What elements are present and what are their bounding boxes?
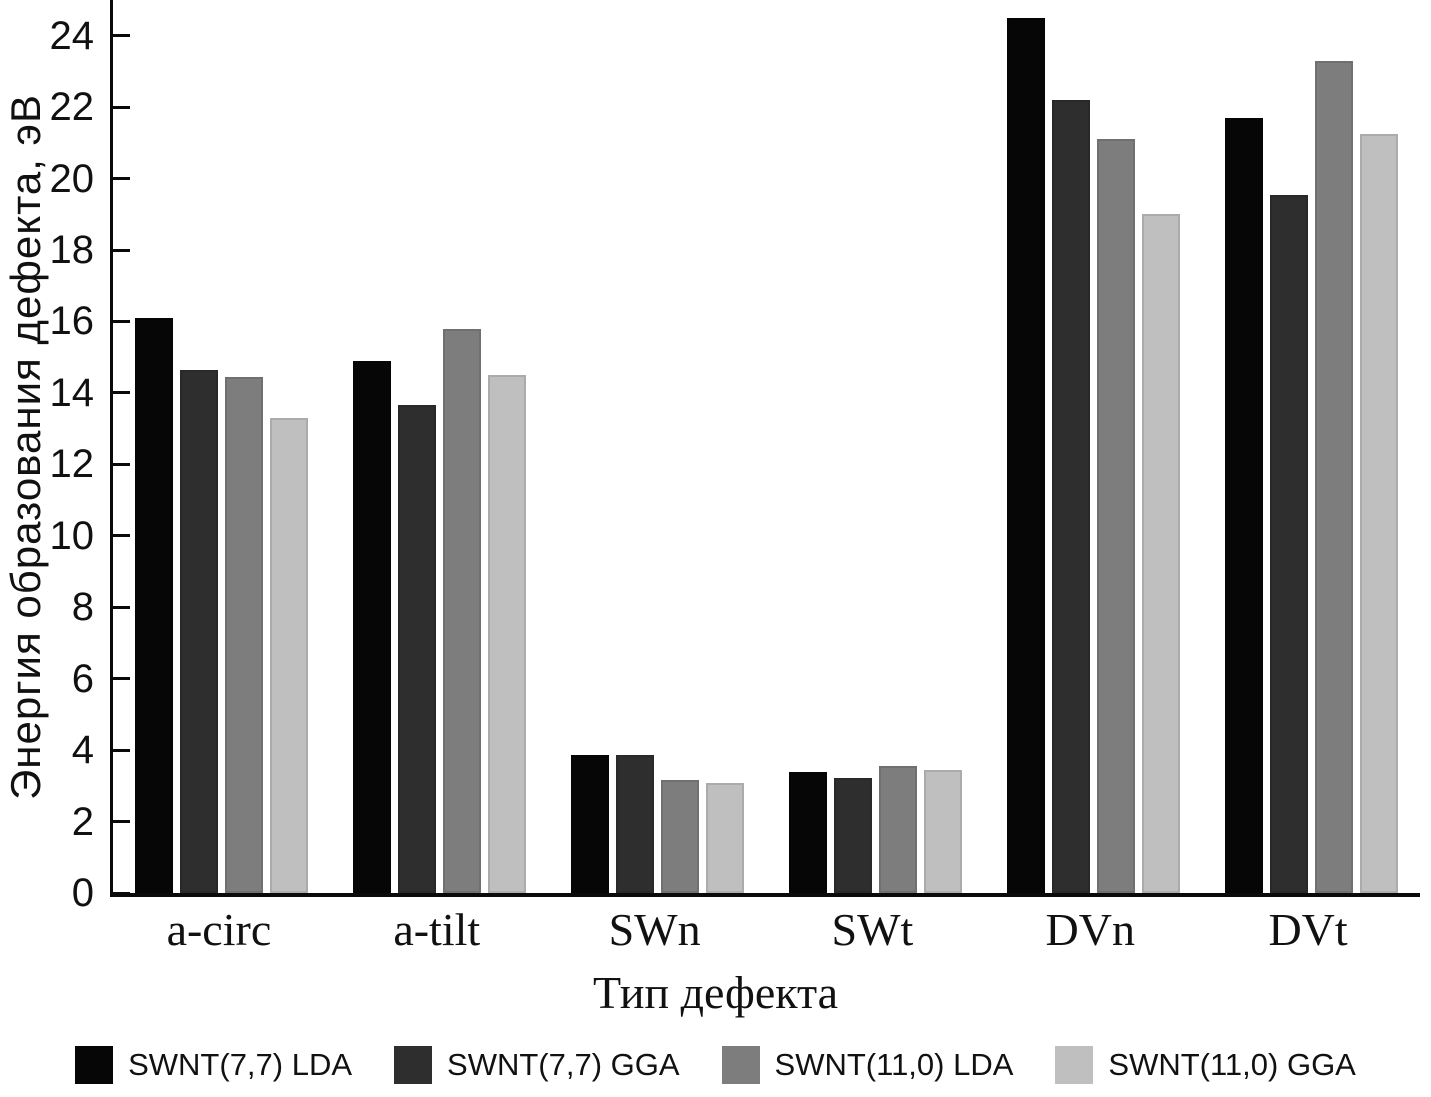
bar-group-SWn <box>571 754 745 893</box>
bar-SWt-swnt-11-0-gga <box>923 770 962 893</box>
legend-swatch-icon <box>394 1046 433 1084</box>
y-tick <box>113 248 130 252</box>
legend-label: SWNT(7,7) LDA <box>128 1047 353 1082</box>
bar-a-circ-swnt-7-7-gga <box>180 369 219 893</box>
legend-label: SWNT(11,0) LDA <box>774 1047 1014 1082</box>
y-tick-label: 0 <box>71 871 94 915</box>
x-category-label-DVt: DVt <box>1268 904 1348 955</box>
bar-group-a-circ <box>135 317 309 893</box>
y-tick-label: 16 <box>49 299 95 344</box>
bar-SWt-swnt-11-0-lda <box>878 766 917 893</box>
x-category-label-a-tilt: a-tilt <box>393 904 481 955</box>
legend-label: SWNT(11,0) GGA <box>1108 1047 1356 1082</box>
y-tick-label: 4 <box>71 728 94 773</box>
legend-swatch-icon <box>75 1046 114 1084</box>
y-tick <box>113 891 130 895</box>
x-category-label-SWt: SWt <box>831 904 914 955</box>
legend: SWNT(7,7) LDA SWNT(7,7) GGA SWNT(11,0) LDA… <box>0 1046 1431 1084</box>
bar-DVn-swnt-7-7-lda <box>1006 17 1045 893</box>
bar-SWt-swnt-7-7-gga <box>833 777 872 893</box>
y-tick-label: 6 <box>71 656 94 701</box>
bar-a-circ-swnt-11-0-gga <box>270 417 309 893</box>
bar-group-DVt <box>1224 60 1398 893</box>
legend-item: SWNT(7,7) GGA <box>394 1046 680 1084</box>
y-tick-label: 10 <box>49 513 95 558</box>
y-tick-label: 12 <box>49 442 95 487</box>
bar-SWn-swnt-11-0-gga <box>706 782 745 893</box>
legend-swatch-icon <box>721 1046 760 1084</box>
bar-a-tilt-swnt-7-7-lda <box>353 360 392 893</box>
bar-DVn-swnt-7-7-gga <box>1051 100 1090 893</box>
bar-SWt-swnt-7-7-lda <box>788 772 827 893</box>
x-category-label-DVn: DVn <box>1045 904 1135 955</box>
x-category-label-a-circ: a-circ <box>166 904 272 955</box>
bar-DVt-swnt-7-7-lda <box>1224 117 1263 893</box>
bar-DVt-swnt-11-0-lda <box>1314 60 1353 893</box>
y-tick-label: 24 <box>49 13 95 58</box>
bar-DVn-swnt-11-0-gga <box>1141 214 1180 893</box>
y-tick <box>113 319 130 323</box>
y-tick <box>113 677 130 681</box>
bar-group-SWt <box>788 766 962 893</box>
y-tick-label: 14 <box>49 370 95 415</box>
bar-SWn-swnt-7-7-lda <box>571 755 610 893</box>
bar-group-a-tilt <box>353 328 527 893</box>
bar-a-tilt-swnt-11-0-gga <box>488 375 527 893</box>
bar-DVn-swnt-11-0-lda <box>1096 139 1135 893</box>
bar-a-circ-swnt-11-0-lda <box>225 376 264 893</box>
y-tick <box>113 177 130 181</box>
legend-item: SWNT(11,0) LDA <box>721 1046 1014 1084</box>
x-axis-title: Тип дефекта <box>592 967 839 1018</box>
y-tick-label: 2 <box>71 799 94 844</box>
y-tick <box>113 34 130 38</box>
plot-area <box>110 0 1420 897</box>
bar-DVt-swnt-11-0-gga <box>1359 133 1398 893</box>
bar-a-tilt-swnt-11-0-lda <box>443 328 482 893</box>
y-tick-label: 22 <box>49 85 95 130</box>
y-tick <box>113 391 130 395</box>
legend-swatch-icon <box>1055 1046 1094 1084</box>
legend-item: SWNT(11,0) GGA <box>1055 1046 1356 1084</box>
y-tick <box>113 605 130 609</box>
legend-label: SWNT(7,7) GGA <box>447 1047 680 1082</box>
bar-DVt-swnt-7-7-gga <box>1269 194 1308 893</box>
y-tick-label: 20 <box>49 156 95 201</box>
bar-SWn-swnt-7-7-gga <box>616 754 655 893</box>
legend-item: SWNT(7,7) LDA <box>75 1046 352 1084</box>
y-tick <box>113 820 130 824</box>
y-tick-label: 18 <box>49 228 95 273</box>
y-tick <box>113 462 130 466</box>
bar-a-circ-swnt-7-7-lda <box>135 317 174 893</box>
y-tick <box>113 105 130 109</box>
bar-a-tilt-swnt-7-7-gga <box>398 405 437 893</box>
x-category-label-SWn: SWn <box>608 904 701 955</box>
y-tick <box>113 534 130 538</box>
bar-group-DVn <box>1006 17 1180 893</box>
y-tick <box>113 748 130 752</box>
y-tick-label: 8 <box>71 585 94 630</box>
bar-SWn-swnt-11-0-lda <box>661 780 700 893</box>
